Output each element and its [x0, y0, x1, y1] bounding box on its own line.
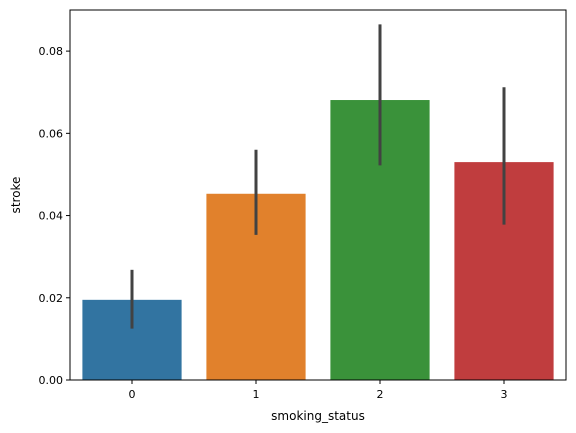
- y-tick-label: 0.04: [39, 210, 64, 223]
- x-tick-label: 1: [253, 388, 260, 401]
- y-axis-ticks: 0.00 0.02 0.04 0.06 0.08: [39, 45, 70, 387]
- x-tick-label: 3: [501, 388, 508, 401]
- x-tick-label: 2: [377, 388, 384, 401]
- y-tick-label: 0.02: [39, 292, 64, 305]
- axes-frame: [69, 9, 567, 381]
- x-axis-ticks: 0 1 2 3: [129, 380, 508, 401]
- x-tick-label: 0: [129, 388, 136, 401]
- error-bars-group: [130, 24, 506, 329]
- y-tick-label: 0.06: [39, 127, 64, 140]
- bars-group: [82, 100, 554, 381]
- y-tick-label: 0.08: [39, 45, 64, 58]
- x-axis-label: smoking_status: [271, 409, 365, 423]
- y-axis-label: stroke: [9, 177, 23, 214]
- y-tick-label: 0.00: [39, 374, 64, 387]
- plot-frame: [69, 9, 567, 381]
